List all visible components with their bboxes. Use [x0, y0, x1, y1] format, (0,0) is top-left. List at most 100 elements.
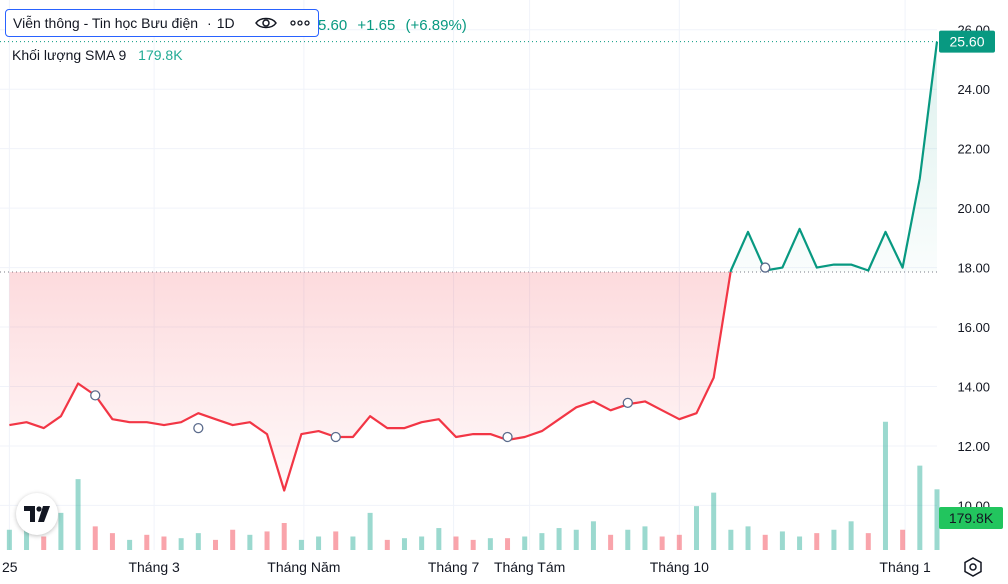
volume-bar [590, 521, 596, 550]
volume-bar [659, 536, 665, 550]
volume-bar [694, 506, 700, 550]
volume-bar [92, 526, 98, 550]
volume-bar [367, 512, 373, 550]
volume-bar [436, 528, 442, 550]
volume-bar [470, 539, 476, 550]
x-tick-label: Tháng 3 [128, 559, 180, 575]
volume-bar [109, 533, 115, 550]
last-price-tag [939, 30, 995, 53]
volume-bar [848, 521, 854, 550]
legend-separator: · [207, 15, 212, 31]
y-tick-label: 24.00 [957, 82, 990, 97]
volume-bar [711, 492, 717, 550]
interval-label[interactable]: 1D [216, 15, 235, 31]
symbol-legend[interactable]: Viễn thông - Tin học Bưu điện · 1D [5, 9, 319, 37]
price-change-info: 5.60 +1.65 (+6.89%) [318, 17, 473, 34]
x-tick-label: Tháng Năm [267, 559, 340, 575]
volume-bar [487, 538, 493, 550]
last-price-fragment: 5.60 [318, 17, 348, 34]
volume-bar [419, 536, 425, 550]
volume-bar [505, 538, 511, 550]
price-lines [9, 41, 939, 492]
x-tick-label: Tháng 1 [879, 559, 931, 575]
volume-legend[interactable]: Khối lượng SMA 9 179.8K [12, 47, 183, 63]
volume-bar [41, 536, 47, 550]
event-marker[interactable] [622, 397, 633, 408]
event-markers [90, 262, 771, 443]
volume-bar [745, 526, 751, 550]
volume-tag [939, 507, 1003, 529]
volume-bar [900, 529, 906, 550]
x-tick-label: Tháng Tám [494, 559, 565, 575]
volume-legend-value: 179.8K [138, 47, 183, 63]
time-axis[interactable]: 25 Tháng 3 Tháng Năm Tháng 7 Tháng Tám Tháng … [2, 559, 931, 575]
tradingview-logo[interactable] [16, 493, 58, 535]
volume-bar [728, 529, 734, 550]
volume-bar [195, 533, 201, 550]
volume-bar [882, 421, 888, 550]
volume-bar [934, 489, 940, 550]
symbol-name[interactable]: Viễn thông - Tin học Bưu điện [13, 15, 199, 31]
y-tick-label: 22.00 [957, 142, 990, 157]
event-marker[interactable] [90, 390, 101, 401]
area-fill-above [730, 41, 937, 273]
price-axis[interactable]: 26.0024.0022.0020.0018.0016.0014.0012.00… [939, 23, 1003, 529]
y-tick-label: 20.00 [957, 201, 990, 216]
event-marker[interactable] [330, 431, 341, 443]
volume-bar [350, 536, 356, 550]
volume-bar [384, 539, 390, 550]
volume-bar [24, 519, 30, 550]
event-marker[interactable] [193, 422, 204, 434]
volume-bar [865, 533, 871, 550]
volume-tag-label: 179.8K [949, 510, 994, 526]
volume-bar [333, 531, 339, 550]
volume-bar [247, 534, 253, 550]
volume-bar [797, 536, 803, 550]
volume-bar [539, 533, 545, 550]
volume-bar [779, 531, 785, 550]
volume-bar [161, 536, 167, 550]
volume-bar [401, 538, 407, 550]
volume-bar [642, 526, 648, 550]
volume-bar [178, 538, 184, 550]
volume-bar [264, 531, 270, 550]
volume-bar [917, 465, 923, 550]
volume-bar [573, 529, 579, 550]
volume-bar [522, 536, 528, 550]
volume-bar [556, 528, 562, 550]
eye-icon[interactable] [254, 15, 277, 31]
volume-bar [144, 534, 150, 550]
y-tick-label: 18.00 [957, 261, 990, 276]
volume-bar [6, 529, 12, 550]
y-tick-label: 14.00 [957, 379, 990, 394]
volume-bar [453, 536, 459, 550]
volume-bar [625, 529, 631, 550]
area-fill-below [9, 272, 731, 491]
volume-bar [281, 523, 287, 550]
more-dots-icon[interactable] [289, 15, 311, 31]
volume-bar [762, 534, 768, 550]
volume-bars [6, 421, 940, 550]
price-line-above-baseline [729, 41, 939, 273]
volume-bar [676, 534, 682, 550]
volume-legend-label: Khối lượng SMA 9 [12, 47, 127, 63]
x-tick-label: Tháng 10 [650, 559, 709, 575]
area-fills [9, 41, 937, 491]
volume-bar [75, 479, 81, 550]
price-line-below-baseline [9, 271, 732, 492]
tv-logo-icon [24, 506, 50, 522]
x-tick-label: 25 [2, 559, 18, 575]
volume-bar [316, 536, 322, 550]
volume-bar [213, 539, 219, 550]
event-marker[interactable] [760, 262, 771, 273]
x-tick-label: Tháng 7 [428, 559, 480, 575]
volume-bar [298, 539, 304, 550]
price-change-percent: (+6.89%) [405, 17, 467, 34]
settings-gear-icon[interactable] [962, 556, 984, 578]
last-price-label: 25.60 [949, 34, 984, 50]
y-tick-label: 16.00 [957, 320, 990, 335]
event-marker[interactable] [502, 431, 513, 443]
volume-bar [831, 529, 837, 550]
price-change: +1.65 [357, 17, 396, 34]
